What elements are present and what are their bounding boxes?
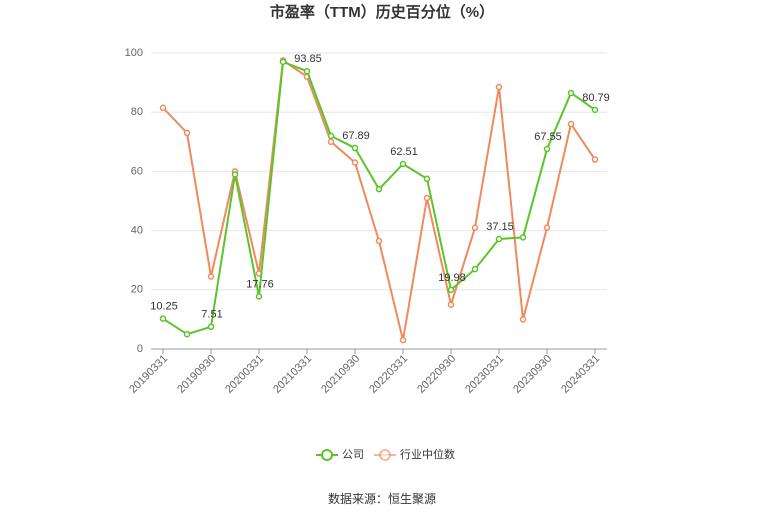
point [543,224,551,231]
point [495,235,503,243]
data-label: 62.51 [390,146,418,158]
y-tick-label: 20 [131,284,143,296]
data-label: 80.79 [582,92,610,104]
source: 数据来源：恒生聚源 [328,491,436,506]
point [543,145,551,153]
y-tick-label: 40 [131,225,143,237]
point [303,67,311,75]
point [399,336,407,344]
point [591,156,599,163]
x-tick-label: 20230331 [463,353,506,396]
data-label: 37.15 [486,221,514,233]
y-tick-label: 80 [131,106,143,118]
point [423,194,431,202]
y-tick-label: 0 [137,343,143,355]
point [519,234,527,241]
point [567,120,575,128]
point [375,237,383,245]
point [183,129,191,137]
point [447,301,455,308]
point [375,185,383,193]
point [471,265,479,273]
point [495,83,503,91]
x-tick-label: 20240331 [559,353,602,396]
x-tick-label: 20200331 [223,353,266,396]
x-tick-label: 20210331 [271,353,314,396]
legend-marker [379,449,391,461]
legend-marker [321,449,333,461]
y-tick-label: 100 [125,47,143,59]
point [159,315,167,322]
data-label: 10.25 [150,301,178,313]
legend-label: 公司 [342,449,364,461]
data-label: 7.51 [201,309,222,321]
point [159,104,167,112]
point [447,286,455,294]
x-tick-label: 20210930 [319,353,362,396]
point [471,224,479,231]
x-tick-label: 20220331 [367,353,410,396]
data-label: 17.76 [246,278,274,290]
point [423,175,431,183]
point [279,58,287,66]
data-label: 67.55 [534,131,562,143]
point [567,89,575,97]
x-tick-label: 20220930 [415,353,458,396]
point [183,330,191,338]
point [591,106,599,114]
point [255,293,263,300]
data-label: 67.89 [342,130,370,142]
point [327,138,335,146]
data-label: 93.85 [294,53,322,65]
legend-label: 行业中位数 [400,447,455,461]
point [207,323,215,331]
data-label: 19.98 [438,272,466,284]
series-line [162,58,596,341]
point [207,273,215,280]
point [519,316,527,323]
point [351,159,359,166]
point [399,160,407,168]
x-tick-label: 20190930 [175,353,218,396]
point [231,171,239,178]
x-tick-label: 20230930 [511,353,554,396]
chart-title: 市盈率（TTM）历史百分位（%） [270,3,494,21]
y-tick-label: 60 [131,165,143,177]
point [327,132,335,140]
x-tick-label: 20190331 [127,353,170,396]
point [351,144,359,152]
